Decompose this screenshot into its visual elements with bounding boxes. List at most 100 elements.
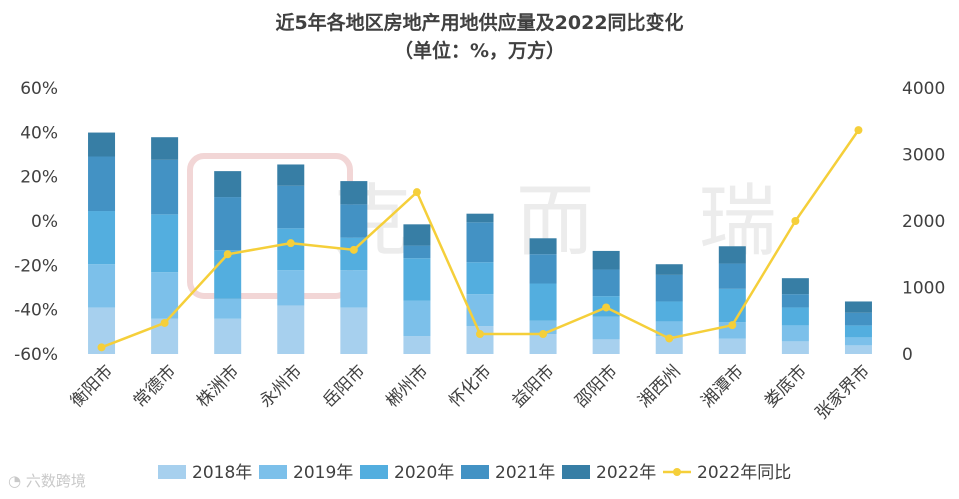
legend-label: 2022年同比 [697,463,791,483]
yoy-point-郴州市 [412,188,421,197]
yoy-line-layer [97,126,863,352]
yoy-point-株洲市 [223,250,232,259]
bar-2022年-张家界市 [844,301,872,313]
x-tick-label: 娄底市 [761,361,811,411]
bar-2020年-湘西州 [655,301,683,322]
watermark-seal [187,153,353,299]
yoy-point-永州市 [286,239,295,248]
yoy-point-衡阳市 [97,343,106,352]
bar-2020年-常德市 [151,214,179,273]
left-tick-label: -20% [14,256,58,276]
bar-2022年-湘潭市 [718,246,746,264]
bar-2021年-衡阳市 [88,156,116,212]
bar-2018年-岳阳市 [340,307,368,354]
bar-2019年-湘西州 [655,321,683,337]
right-tick-label: 0 [902,345,913,365]
bar-2021年-常德市 [151,159,179,215]
x-tick-label: 邵阳市 [571,361,621,411]
x-tick-label: 岳阳市 [319,361,369,411]
bar-2022年-岳阳市 [340,181,368,205]
x-tick-label: 株洲市 [193,361,243,411]
bar-2019年-常德市 [151,272,179,319]
x-tick-label: 常德市 [130,361,180,411]
bar-2021年-张家界市 [844,312,872,326]
bar-2018年-永州市 [277,305,305,354]
bar-2019年-永州市 [277,270,305,306]
bar-2019年-衡阳市 [88,264,116,308]
bars-layer [88,132,872,354]
legend: 2018年 2019年 2020年 2021年 2022年 2022年同比 [158,463,791,483]
bar-2021年-郴州市 [403,245,431,259]
yoy-point-娄底市 [791,217,800,225]
x-tick-label: 湘西州 [635,361,685,411]
bar-2020年-衡阳市 [88,211,116,265]
right-tick-label: 3000 [902,146,945,166]
legend-swatch [259,465,287,479]
bar-2019年-怀化市 [466,294,494,327]
left-tick-label: 0% [31,212,58,232]
yoy-point-湘西州 [665,334,674,343]
legend-swatch [360,465,388,479]
bar-2020年-益阳市 [529,283,557,321]
bar-2021年-湘潭市 [718,263,746,289]
bar-2022年-永州市 [277,164,305,186]
bar-2019年-郴州市 [403,300,431,337]
x-tick-label: 怀化市 [445,361,495,411]
bar-2021年-邵阳市 [592,269,620,297]
yoy-point-张家界市 [854,126,863,135]
logo-icon: ◔ [8,472,22,490]
bar-2021年-株洲市 [214,197,242,251]
bar-2022年-娄底市 [781,278,809,295]
legend-label: 2022年 [596,463,656,483]
x-tick-label: 永州市 [256,361,306,411]
bar-2019年-娄底市 [781,325,809,342]
bar-2022年-衡阳市 [88,132,116,157]
bar-2018年-娄底市 [781,341,809,354]
left-tick-label: -60% [14,345,58,365]
legend-swatch [562,465,590,479]
bar-2020年-郴州市 [403,258,431,301]
legend-label: 2019年 [293,463,353,483]
x-tick-label: 湘潭市 [698,361,748,411]
bar-2021年-怀化市 [466,222,494,263]
left-tick-label: 40% [20,123,58,143]
bar-2018年-益阳市 [529,334,557,354]
yoy-point-岳阳市 [349,245,358,254]
bar-2018年-郴州市 [403,336,431,354]
x-tick-label: 张家界市 [812,361,874,423]
bar-2019年-张家界市 [844,337,872,346]
legend-line-marker [673,468,681,476]
bar-2020年-永州市 [277,228,305,271]
bar-2021年-岳阳市 [340,204,368,238]
left-tick-label: -40% [14,301,58,321]
yoy-point-湘潭市 [728,321,737,330]
bar-2022年-邵阳市 [592,250,620,270]
bar-2020年-娄底市 [781,307,809,326]
bar-2020年-株洲市 [214,250,242,299]
right-tick-label: 2000 [902,212,945,232]
right-tick-label: 4000 [902,79,945,99]
yoy-point-常德市 [160,318,169,327]
legend-swatch [158,465,186,479]
bar-2021年-娄底市 [781,294,809,308]
bar-2022年-郴州市 [403,224,431,246]
bar-2022年-株洲市 [214,171,242,198]
bar-2019年-岳阳市 [340,270,368,308]
yoy-point-邵阳市 [602,303,611,312]
chart-title: 近5年各地区房地产用地供应量及2022同比变化 [275,12,684,34]
bar-2020年-怀化市 [466,262,494,295]
bar-2020年-张家界市 [844,325,872,338]
logo-text: 六数跨境 [25,472,86,490]
bar-2022年-常德市 [151,137,179,160]
bar-2021年-永州市 [277,185,305,229]
bar-2018年-张家界市 [844,345,872,354]
bar-2018年-湘西州 [655,336,683,354]
x-axis-labels: 衡阳市 常德市 株洲市 永州市 岳阳市 郴州市 怀化市 益阳市 邵阳市 湘西州 湘潭市 娄底市 张家界市 [67,361,874,423]
bar-2019年-邵阳市 [592,316,620,340]
x-tick-label: 益阳市 [508,361,558,411]
bar-2021年-益阳市 [529,254,557,284]
right-tick-label: 1000 [902,279,945,299]
legend-label: 2021年 [495,463,555,483]
yoy-point-益阳市 [539,330,548,339]
